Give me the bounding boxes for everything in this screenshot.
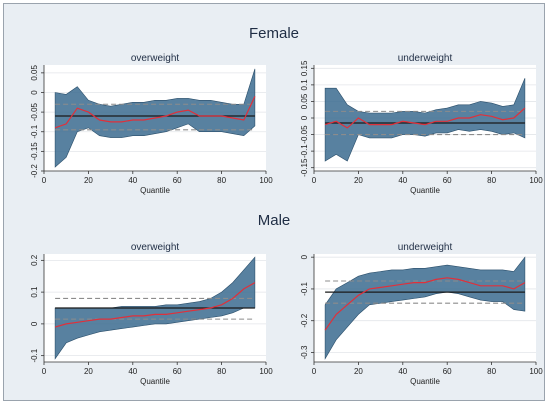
chart-2-estimate-line [54, 282, 256, 328]
chart-2-ytick-label: 0.2 [30, 254, 39, 266]
chart-3-ytick-label: -0.2 [300, 313, 309, 327]
chart-1-ci-band [324, 78, 526, 162]
chart-0-ytick-label: 0 [30, 90, 39, 95]
chart-2-xtick-label: 20 [84, 367, 93, 376]
chart-1-ytick-label: 0.15 [300, 60, 309, 76]
chart-1-ytick-label: -0.05 [300, 125, 309, 144]
chart-0-xtick-label: 20 [84, 176, 93, 185]
chart-3-xtick-label: 80 [487, 367, 496, 376]
chart-0-xtick-label: 40 [128, 176, 137, 185]
chart-0-xtick-label: 80 [217, 176, 226, 185]
chart-2-xtick-label: 80 [217, 367, 226, 376]
chart-1-xtick-label: 0 [312, 176, 317, 185]
chart-1-ytick-label: 0.05 [300, 93, 309, 109]
chart-0-xtick-label: 60 [173, 176, 182, 185]
chart-1-estimate-line [324, 107, 526, 129]
chart-3-xtick-label: 0 [312, 367, 317, 376]
group-title-female: Female [248, 25, 300, 42]
chart-0-xtick-label: 100 [259, 176, 273, 185]
chart-3-xtick-label: 100 [529, 367, 543, 376]
chart-2-xtick-label: 0 [42, 367, 47, 376]
chart-3-ytick-label: 0 [300, 254, 309, 259]
chart-0-ytick-label: -0.2 [30, 164, 39, 178]
chart-0-ytick-label: -0.05 [30, 102, 39, 121]
chart-2-xlabel: Quantile [140, 377, 170, 386]
chart-1-xtick-label: 40 [398, 176, 407, 185]
chart-1-title: underweight [398, 53, 453, 64]
chart-3-xtick-label: 40 [398, 367, 407, 376]
chart-2-ytick-label: 0 [30, 321, 39, 326]
chart-3-xtick-label: 60 [443, 367, 452, 376]
chart-0-ytick-label: -0.15 [30, 142, 39, 161]
chart-3-ytick-label: -0.1 [300, 282, 309, 296]
chart-2-xtick-label: 100 [259, 367, 273, 376]
chart-1-ytick-label: 0.1 [300, 79, 309, 91]
chart-3-xtick-label: 20 [354, 367, 363, 376]
chart-0-ytick-label: 0.05 [30, 65, 39, 81]
chart-2-ytick-label: 0.1 [30, 286, 39, 298]
chart-2-xtick-label: 60 [173, 367, 182, 376]
chart-2-ytick-label: -0.1 [30, 348, 39, 362]
chart-3-xlabel: Quantile [410, 377, 440, 386]
chart-0-xtick-label: 0 [42, 176, 47, 185]
chart-1-ytick-label: 0 [300, 115, 309, 120]
chart-1-ytick-label: -0.1 [300, 144, 309, 158]
figure: Female Male overweight 0.05 0 -0.05 -0.1 -0.1… [3, 3, 545, 401]
chart-3-title: underweight [398, 242, 453, 253]
chart-2-title: overweight [131, 242, 180, 253]
chart-3-ci-band [324, 256, 526, 360]
chart-1-xlabel: Quantile [410, 186, 440, 195]
chart-0-xlabel: Quantile [140, 186, 170, 195]
chart-2-xtick-label: 40 [128, 367, 137, 376]
chart-3-estimate-line [324, 277, 526, 331]
chart-0-estimate-line [54, 96, 256, 129]
chart-1-ytick-label: -0.15 [300, 158, 309, 177]
chart-1-xtick-label: 80 [487, 176, 496, 185]
chart-1-xtick-label: 60 [443, 176, 452, 185]
chart-0-ytick-label: -0.1 [30, 124, 39, 138]
chart-1-xtick-label: 100 [529, 176, 543, 185]
chart-1-xtick-label: 20 [354, 176, 363, 185]
group-title-male: Male [257, 212, 291, 229]
chart-3-ytick-label: -0.3 [300, 345, 309, 359]
chart-0-title: overweight [131, 53, 180, 64]
